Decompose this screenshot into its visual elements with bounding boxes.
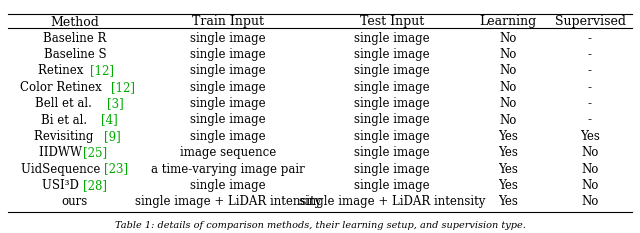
- Text: single image: single image: [190, 64, 266, 77]
- Text: image sequence: image sequence: [180, 146, 276, 159]
- Text: Yes: Yes: [498, 195, 518, 208]
- Text: a time-varying image pair: a time-varying image pair: [151, 163, 305, 176]
- Text: Retinex: Retinex: [38, 64, 87, 77]
- Text: single image: single image: [354, 64, 430, 77]
- Text: single image: single image: [354, 146, 430, 159]
- Text: No: No: [581, 163, 598, 176]
- Text: single image: single image: [190, 97, 266, 110]
- Text: [25]: [25]: [83, 146, 108, 159]
- Text: single image: single image: [190, 32, 266, 45]
- Text: single image: single image: [354, 32, 430, 45]
- Text: Yes: Yes: [498, 163, 518, 176]
- Text: -: -: [588, 48, 592, 61]
- Text: USI³D: USI³D: [42, 179, 83, 192]
- Text: Learning: Learning: [479, 16, 536, 28]
- Text: No: No: [581, 195, 598, 208]
- Text: Supervised: Supervised: [554, 16, 625, 28]
- Text: [28]: [28]: [83, 179, 108, 192]
- Text: [12]: [12]: [111, 81, 134, 94]
- Text: single image: single image: [354, 48, 430, 61]
- Text: Train Input: Train Input: [192, 16, 264, 28]
- Text: single image: single image: [354, 81, 430, 94]
- Text: -: -: [588, 32, 592, 45]
- Text: Baseline R: Baseline R: [44, 32, 107, 45]
- Text: Bi et al.: Bi et al.: [41, 113, 91, 127]
- Text: -: -: [588, 64, 592, 77]
- Text: single image + LiDAR intensity: single image + LiDAR intensity: [135, 195, 321, 208]
- Text: UidSequence: UidSequence: [21, 163, 104, 176]
- Text: Table 1: details of comparison methods, their learning setup, and supervision ty: Table 1: details of comparison methods, …: [115, 220, 525, 230]
- Text: Yes: Yes: [498, 130, 518, 143]
- Text: [9]: [9]: [104, 130, 121, 143]
- Text: -: -: [588, 81, 592, 94]
- Text: No: No: [499, 113, 516, 127]
- Text: Color Retinex: Color Retinex: [20, 81, 105, 94]
- Text: No: No: [499, 32, 516, 45]
- Text: single image: single image: [190, 130, 266, 143]
- Text: Baseline S: Baseline S: [44, 48, 106, 61]
- Text: Yes: Yes: [580, 130, 600, 143]
- Text: single image: single image: [354, 163, 430, 176]
- Text: Yes: Yes: [498, 179, 518, 192]
- Text: single image: single image: [354, 179, 430, 192]
- Text: [12]: [12]: [90, 64, 114, 77]
- Text: [23]: [23]: [104, 163, 128, 176]
- Text: Test Input: Test Input: [360, 16, 424, 28]
- Text: No: No: [499, 48, 516, 61]
- Text: [4]: [4]: [100, 113, 117, 127]
- Text: IIDWW: IIDWW: [39, 146, 86, 159]
- Text: No: No: [499, 64, 516, 77]
- Text: Revisiting: Revisiting: [34, 130, 97, 143]
- Text: single image: single image: [190, 81, 266, 94]
- Text: single image: single image: [354, 113, 430, 127]
- Text: single image: single image: [354, 130, 430, 143]
- Text: No: No: [581, 146, 598, 159]
- Text: single image + LiDAR intensity: single image + LiDAR intensity: [299, 195, 485, 208]
- Text: Bell et al.: Bell et al.: [35, 97, 96, 110]
- Text: single image: single image: [190, 113, 266, 127]
- Text: [3]: [3]: [108, 97, 124, 110]
- Text: No: No: [499, 81, 516, 94]
- Text: -: -: [588, 113, 592, 127]
- Text: No: No: [499, 97, 516, 110]
- Text: -: -: [588, 97, 592, 110]
- Text: No: No: [581, 179, 598, 192]
- Text: Method: Method: [51, 16, 99, 28]
- Text: single image: single image: [354, 97, 430, 110]
- Text: single image: single image: [190, 48, 266, 61]
- Text: single image: single image: [190, 179, 266, 192]
- Text: ours: ours: [62, 195, 88, 208]
- Text: Yes: Yes: [498, 146, 518, 159]
